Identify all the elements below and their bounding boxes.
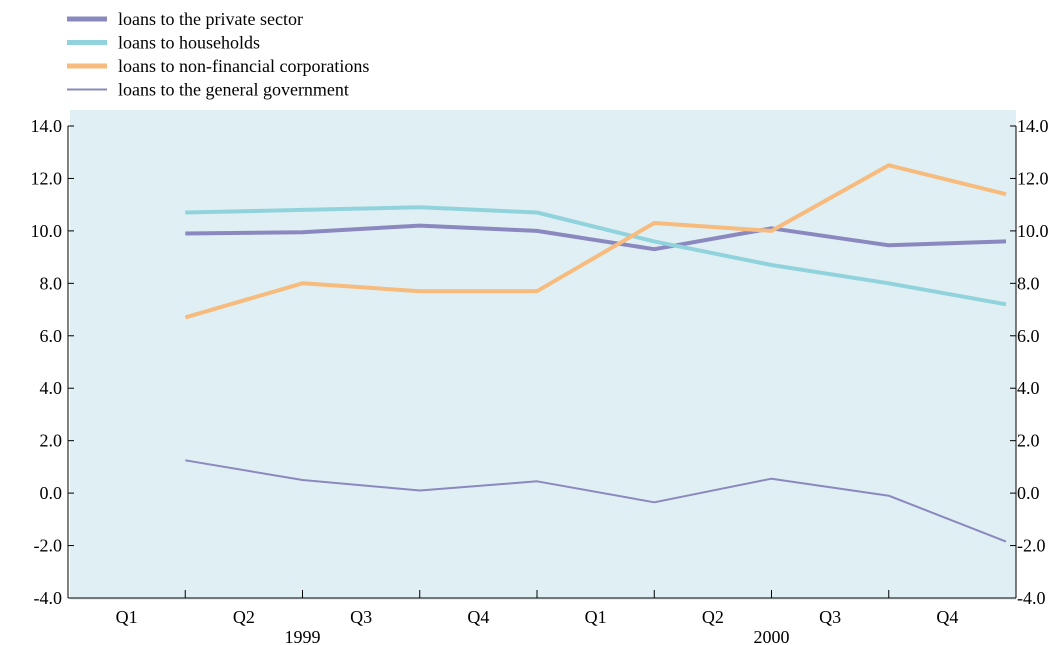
y-tick-label-left: 6.0 bbox=[40, 326, 63, 346]
series-line bbox=[185, 223, 1007, 252]
x-category-label: Q2 bbox=[702, 607, 724, 627]
x-category-label: Q4 bbox=[467, 607, 489, 627]
legend-label: loans to households bbox=[118, 33, 260, 53]
x-category-label: Q3 bbox=[819, 607, 841, 627]
y-tick-label-left: 12.0 bbox=[31, 168, 63, 188]
x-category-label: Q1 bbox=[585, 607, 607, 627]
y-tick-label-left: 10.0 bbox=[31, 221, 63, 241]
x-category-label: Q2 bbox=[233, 607, 255, 627]
y-tick-label-right: 14.0 bbox=[1017, 116, 1049, 136]
series-line bbox=[185, 205, 1007, 307]
y-tick-label-right: 6.0 bbox=[1017, 326, 1040, 346]
y-tick-label-right: 8.0 bbox=[1017, 273, 1040, 293]
y-tick-label-right: 2.0 bbox=[1017, 431, 1040, 451]
y-tick-label-right: 10.0 bbox=[1017, 221, 1049, 241]
series-line bbox=[184, 163, 1007, 320]
y-tick-label-right: -4.0 bbox=[1017, 588, 1046, 608]
y-tick-label-right: -2.0 bbox=[1017, 536, 1046, 556]
series-line bbox=[185, 459, 1007, 543]
x-year-label: 2000 bbox=[754, 627, 790, 645]
y-tick-label-left: 0.0 bbox=[40, 483, 63, 503]
y-tick-label-left: -2.0 bbox=[34, 536, 63, 556]
x-category-label: Q3 bbox=[350, 607, 372, 627]
y-tick-label-right: 0.0 bbox=[1017, 483, 1040, 503]
legend-label: loans to the private sector bbox=[118, 9, 303, 29]
y-tick-label-left: -4.0 bbox=[34, 588, 63, 608]
y-tick-label-left: 4.0 bbox=[40, 378, 63, 398]
axis-labels: -4.0 -4.0 -2.0 -2.0 0.0 0.0 2.0 2.0 4.0 4.0 6.0 6.0… bbox=[31, 116, 1049, 645]
y-tick-label-left: 14.0 bbox=[31, 116, 63, 136]
legend: loans to the private sector loans to hous… bbox=[67, 9, 369, 100]
x-year-label: 1999 bbox=[285, 627, 321, 645]
legend-label: loans to the general government bbox=[118, 80, 349, 100]
x-category-label: Q4 bbox=[936, 607, 958, 627]
series-lines bbox=[184, 163, 1007, 543]
x-category-label: Q1 bbox=[116, 607, 138, 627]
y-tick-label-left: 8.0 bbox=[40, 273, 63, 293]
y-tick-label-right: 4.0 bbox=[1017, 378, 1040, 398]
axes bbox=[67, 125, 1017, 599]
plot-area bbox=[70, 110, 1016, 600]
y-tick-label-right: 12.0 bbox=[1017, 168, 1049, 188]
legend-label: loans to non-financial corporations bbox=[118, 56, 369, 76]
y-tick-label-left: 2.0 bbox=[40, 431, 63, 451]
